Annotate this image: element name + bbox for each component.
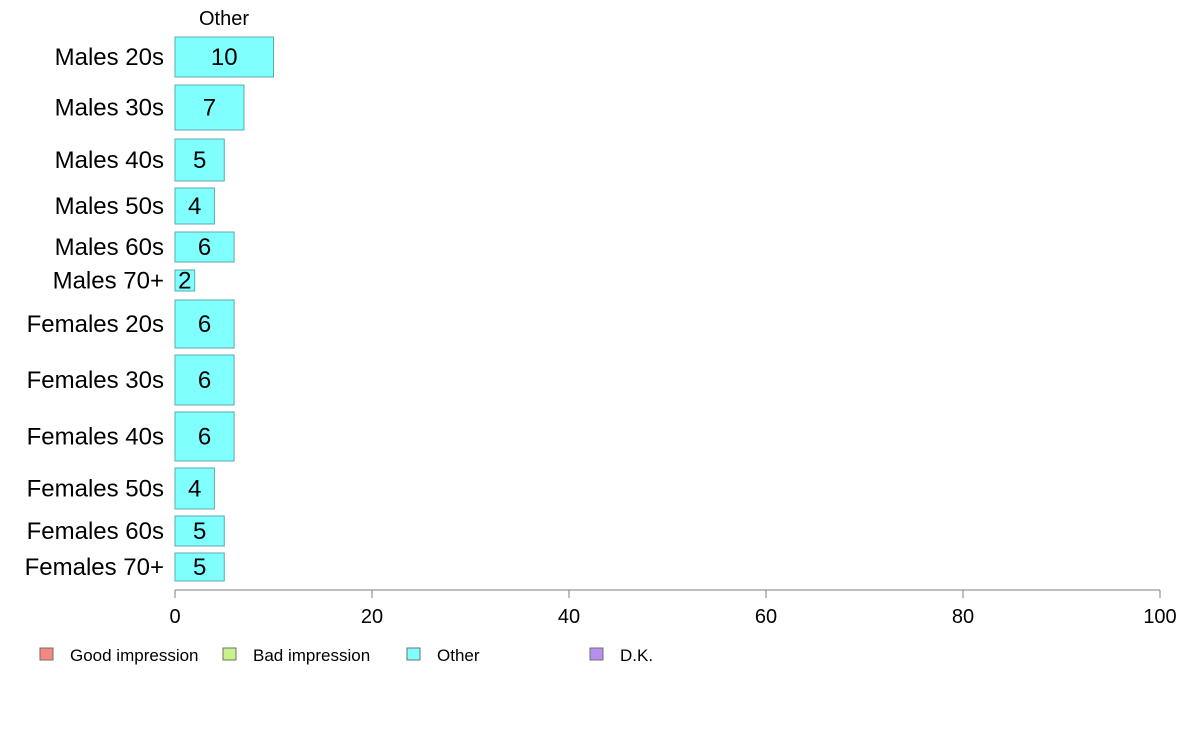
legend-swatch	[589, 647, 604, 661]
bar	[174, 36, 274, 78]
legend-label: D.K.	[620, 646, 653, 665]
x-tick-label: 40	[558, 606, 580, 628]
legend-label: Other	[437, 646, 480, 665]
category-label: Females 40s	[27, 424, 164, 451]
x-tick-label: 0	[169, 606, 180, 628]
bar	[174, 138, 225, 182]
x-tick-label: 80	[952, 606, 974, 628]
category-label: Males 40s	[55, 147, 164, 174]
x-tick-label: 60	[755, 606, 777, 628]
category-label: Females 50s	[27, 476, 164, 503]
data-label: 5	[193, 147, 206, 174]
legend-label: Good impression	[70, 646, 199, 665]
data-label: 5	[193, 518, 206, 545]
x-tick-label: 20	[361, 606, 383, 628]
category-label: Males 60s	[55, 234, 164, 261]
data-label: 10	[211, 44, 238, 71]
bar	[174, 354, 235, 406]
legend: Good impression Bad impression Other D.K.	[39, 646, 653, 665]
data-label: 6	[198, 367, 211, 394]
category-label: Males 20s	[55, 44, 164, 71]
data-label: 6	[198, 424, 211, 451]
legend-swatch	[39, 647, 54, 661]
data-label: 4	[188, 193, 201, 220]
legend-label: Bad impression	[253, 646, 370, 665]
category-label: Males 70+	[53, 268, 164, 295]
x-tick-label: 100	[1143, 606, 1176, 628]
category-label: Females 60s	[27, 518, 164, 545]
bar	[174, 269, 196, 292]
bar	[174, 515, 225, 547]
bar	[174, 299, 235, 349]
data-label: 7	[203, 95, 216, 122]
bar	[174, 231, 235, 263]
panel-title: Other	[199, 8, 249, 30]
category-label: Males 30s	[55, 95, 164, 122]
data-label: 5	[193, 554, 206, 581]
legend-swatch	[406, 647, 421, 661]
bar	[174, 467, 215, 510]
bar	[174, 552, 225, 582]
bar	[174, 187, 215, 225]
x-axis: 0 20 40 60 80 100	[169, 589, 1177, 628]
category-label: Females 20s	[27, 311, 164, 338]
category-label: Females 30s	[27, 367, 164, 394]
category-label: Females 70+	[25, 554, 164, 581]
category-label: Males 50s	[55, 193, 164, 220]
data-label: 6	[198, 234, 211, 261]
data-label: 2	[178, 268, 191, 295]
data-label: 4	[188, 476, 201, 503]
legend-swatch	[222, 647, 237, 661]
bar	[174, 84, 245, 131]
data-label: 6	[198, 311, 211, 338]
bar	[174, 411, 235, 462]
bars-group: Males 20s 10 Males 30s 7 Males 40s 5 Males 50s…	[25, 36, 274, 582]
